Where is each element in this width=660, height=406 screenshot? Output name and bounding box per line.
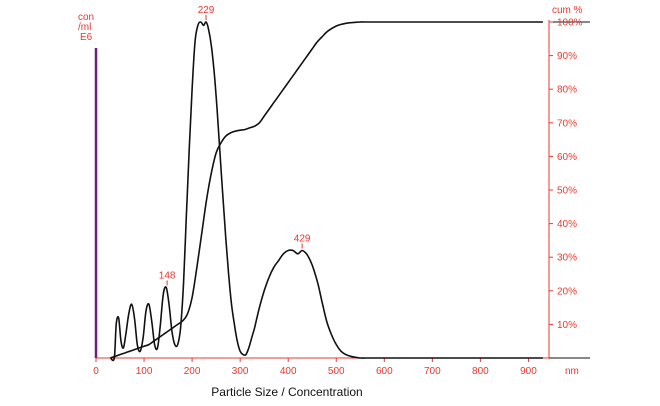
- left-axis-label: con /ml E6: [78, 12, 94, 43]
- right-axis-label: cum %: [552, 5, 583, 16]
- peak-label: 229: [198, 5, 215, 16]
- right-tick-label: 30%: [557, 253, 577, 264]
- right-tick-label: 10%: [557, 320, 577, 331]
- right-tick-label: 20%: [557, 286, 577, 297]
- x-tick-label: 500: [328, 366, 345, 377]
- x-tick-label: 800: [472, 366, 489, 377]
- peak-label: 429: [294, 233, 311, 244]
- right-ticks: 10% 20% 30% 40% 50% 60% 70% 80% 90% 100%: [549, 18, 583, 331]
- left-axis-label-line-1: con: [78, 12, 94, 23]
- x-ticks: 0 100 200 300 400 500 600 700 800 900: [93, 358, 537, 377]
- peak-label: 148: [159, 270, 176, 281]
- x-tick-label: 300: [232, 366, 249, 377]
- right-tick-label: 40%: [557, 219, 577, 230]
- x-tick-label: 600: [376, 366, 393, 377]
- x-tick-label: 400: [280, 366, 297, 377]
- right-tick-label: 60%: [557, 152, 577, 163]
- series-cumulative-line: [110, 21, 543, 359]
- right-tick-label: 80%: [557, 85, 577, 96]
- x-tick-label: 0: [93, 366, 99, 377]
- peak-labels: 148 229 429: [159, 5, 311, 286]
- series-concentration-line: [109, 21, 543, 362]
- left-axis-label-line-2: /ml: [78, 22, 91, 33]
- left-axis-label-line-3: E6: [80, 32, 93, 43]
- x-tick-label: 900: [520, 366, 537, 377]
- right-tick-label: 50%: [557, 186, 577, 197]
- x-tick-label: 200: [184, 366, 201, 377]
- right-tick-label: 100%: [557, 18, 583, 29]
- x-unit-label: nm: [565, 366, 579, 377]
- x-axis-title: Particle Size / Concentration: [211, 385, 362, 399]
- x-tick-label: 100: [136, 366, 153, 377]
- right-tick-label: 90%: [557, 51, 577, 62]
- x-tick-label: 700: [424, 366, 441, 377]
- right-tick-label: 70%: [557, 118, 577, 129]
